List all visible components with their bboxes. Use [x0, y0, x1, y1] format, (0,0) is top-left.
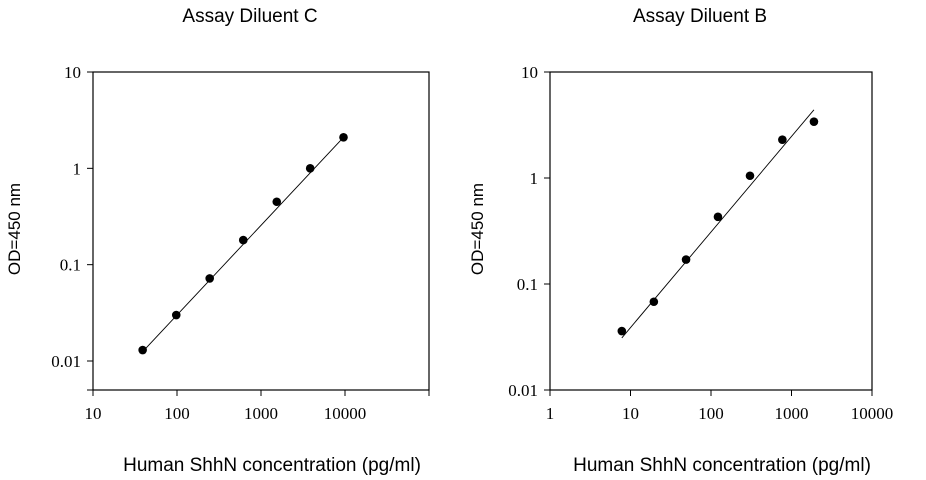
chart-title: Assay Diluent B	[633, 6, 767, 27]
data-point	[809, 117, 819, 126]
data-point	[238, 235, 248, 245]
data-point	[713, 212, 723, 222]
y-tick-label: 1	[530, 169, 539, 188]
plot-frame	[549, 71, 873, 391]
y-tick-label: 0.1	[517, 275, 538, 294]
x-axis-label: Human ShhN concentration (pg/ml)	[573, 455, 871, 476]
x-tick-label: 10000	[324, 404, 367, 423]
data-point	[138, 345, 147, 355]
x-tick-label: 1000	[775, 404, 809, 423]
y-tick-label: 10	[521, 63, 538, 82]
data-point	[745, 171, 755, 181]
data-point	[681, 255, 691, 264]
x-tick-label: 100	[698, 404, 724, 423]
data-points	[138, 132, 348, 355]
x-tick-label: 1	[546, 404, 555, 423]
data-point	[171, 310, 181, 320]
plot-frame	[92, 71, 430, 391]
x-tick-label: 10000	[851, 404, 894, 423]
data-point	[617, 326, 627, 336]
y-axis-label: OD=450 nm	[5, 183, 24, 275]
axis-ticks: 10 100 1000 10000 0.01 0.1 1 10	[51, 63, 430, 423]
y-tick-label: 0.01	[508, 381, 538, 400]
x-tick-label: 10	[622, 404, 639, 423]
chart-assay-diluent-b: Assay Diluent B Human ShhN concentration…	[468, 6, 893, 476]
chart-title: Assay Diluent C	[182, 6, 317, 27]
data-point	[272, 197, 282, 207]
x-tick-label: 1000	[244, 404, 278, 423]
data-point	[339, 132, 348, 142]
y-tick-label: 0.1	[60, 256, 81, 275]
data-points	[617, 117, 819, 336]
x-axis-label: Human ShhN concentration (pg/ml)	[123, 455, 421, 476]
y-axis-label: OD=450 nm	[468, 183, 487, 275]
data-point	[305, 164, 315, 173]
data-point	[778, 135, 787, 144]
y-tick-label: 0.01	[51, 352, 81, 371]
chart-assay-diluent-c: Assay Diluent C Human ShhN concentration…	[5, 6, 430, 476]
x-tick-label: 10	[85, 404, 102, 423]
y-tick-label: 1	[73, 159, 82, 178]
x-tick-label: 100	[164, 404, 190, 423]
axis-ticks: 1 10 100 1000 10000 0.01 0.1 1 10	[508, 63, 893, 423]
data-point	[205, 274, 214, 283]
y-tick-label: 10	[64, 63, 81, 82]
data-point	[649, 297, 659, 307]
